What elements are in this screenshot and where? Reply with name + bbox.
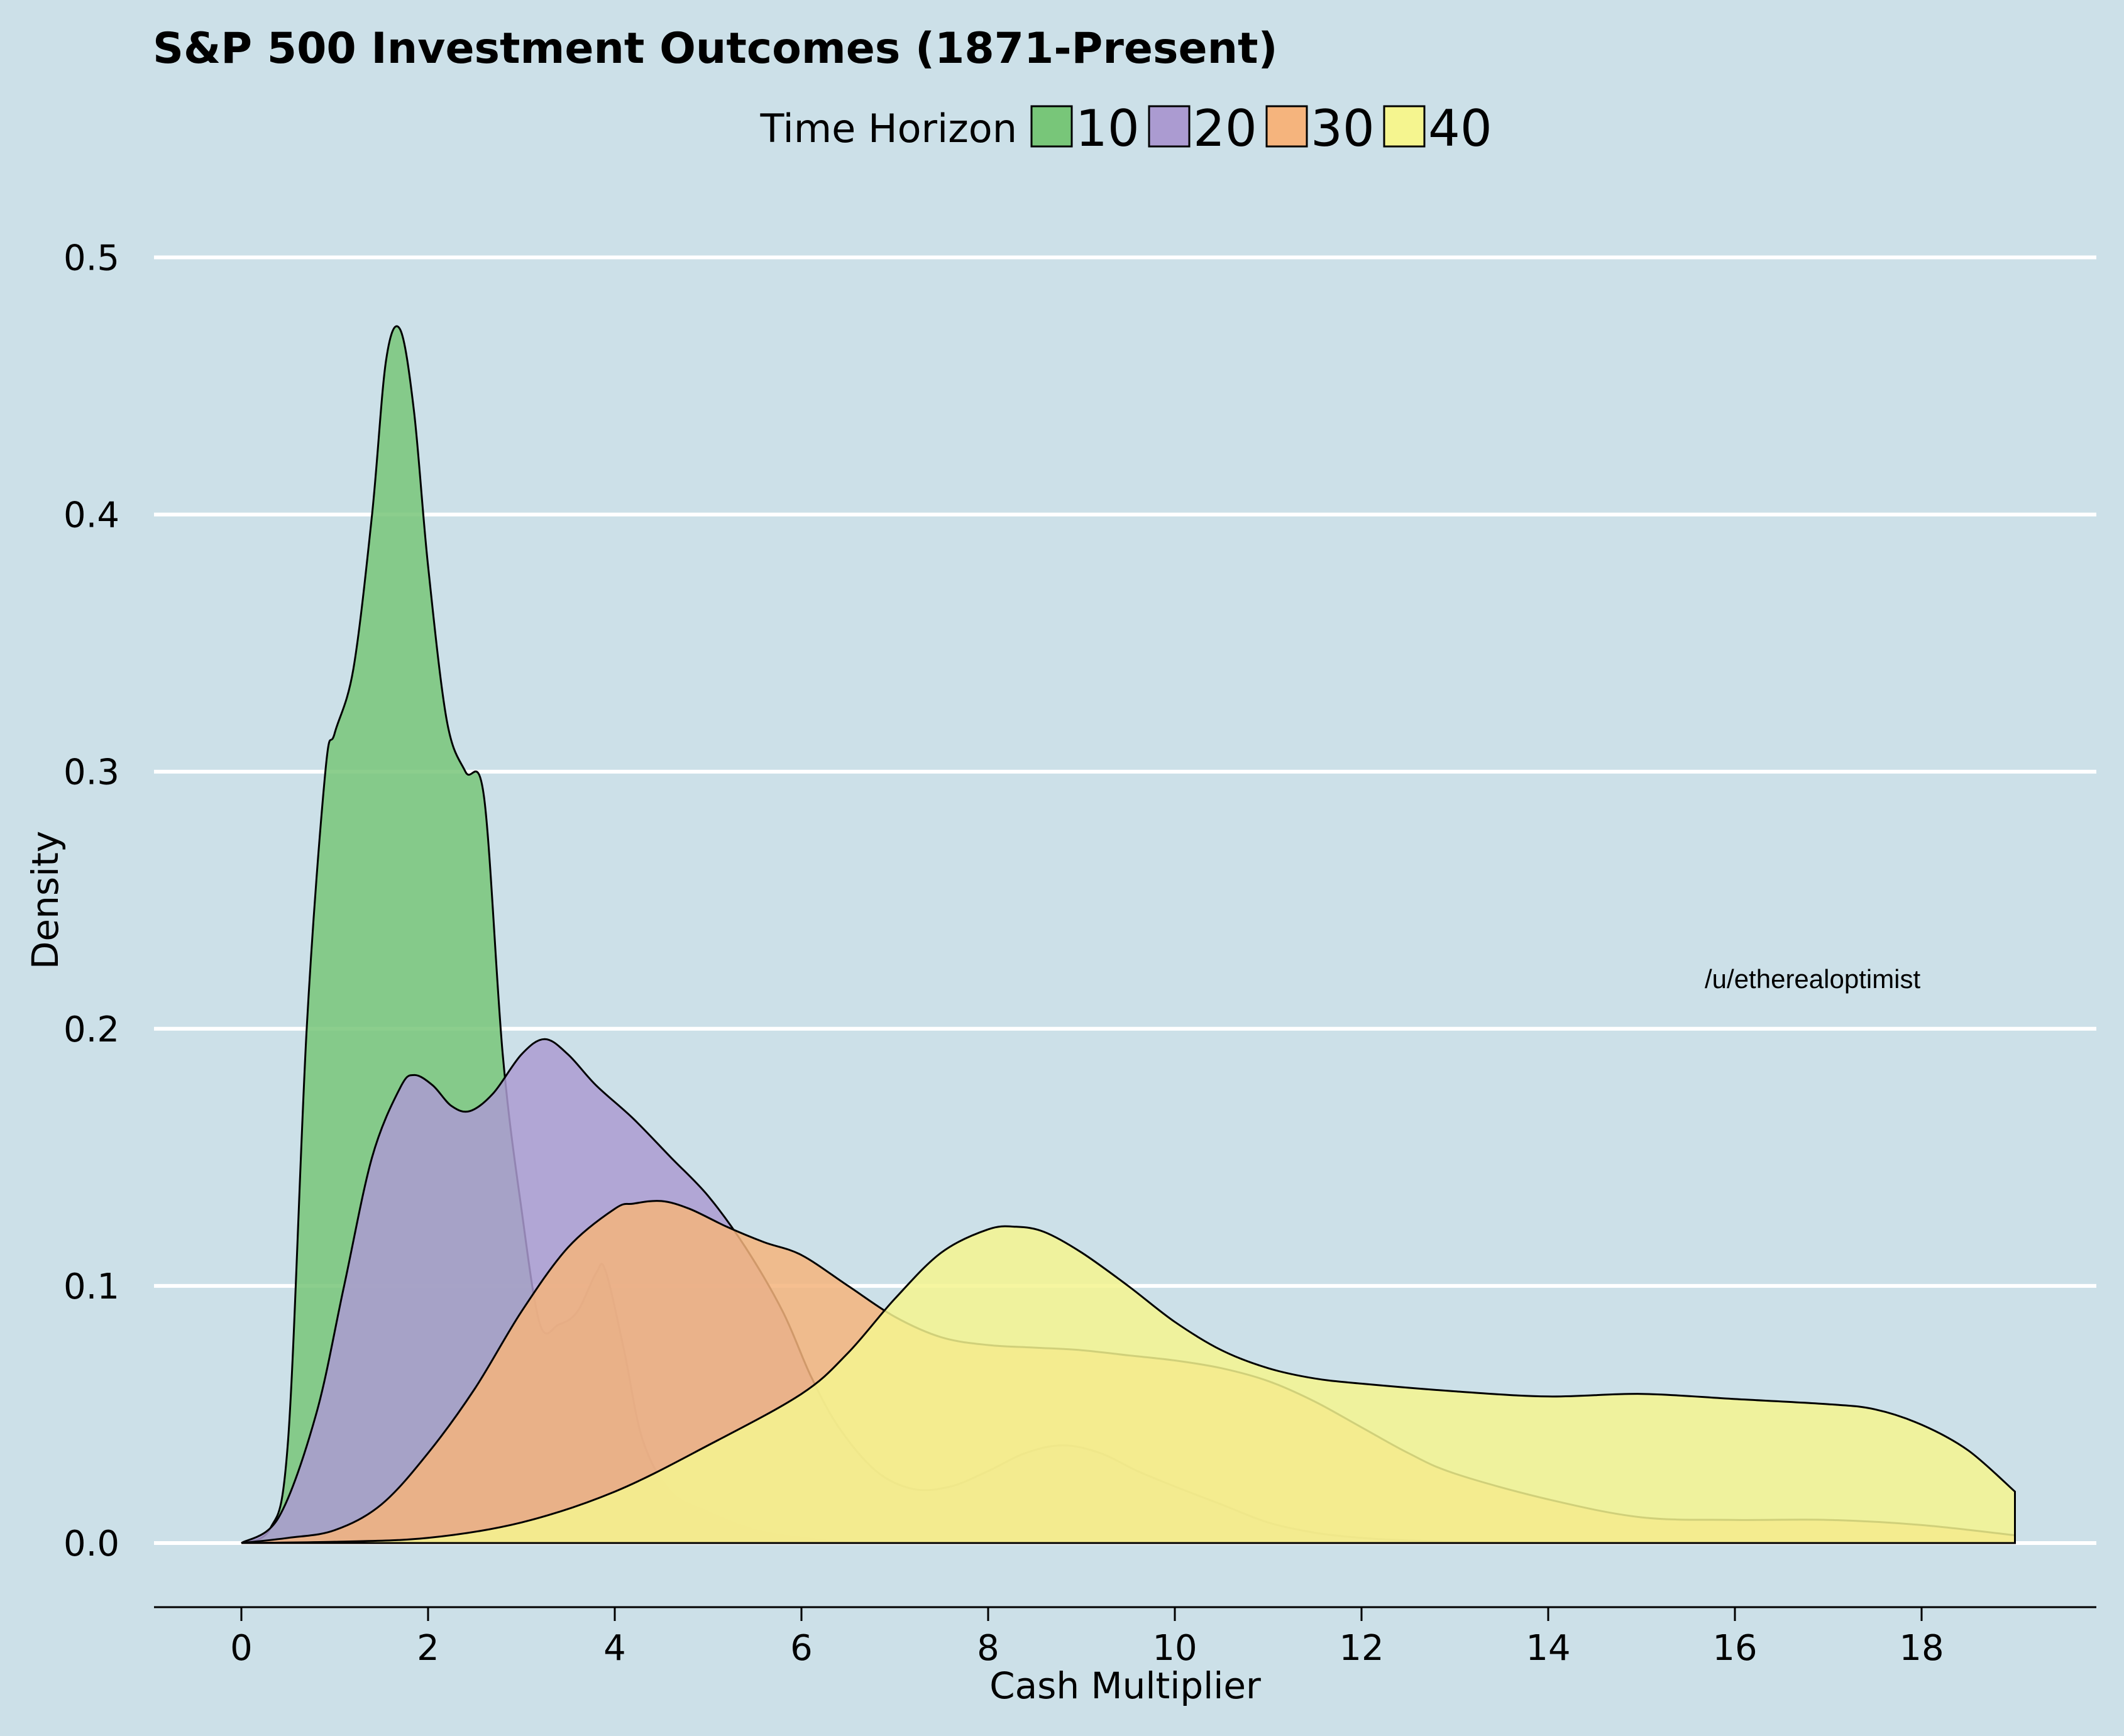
legend-swatch-40 [1383,105,1426,148]
y-axis-label: Density [24,831,67,970]
y-tick-label: 0.2 [63,1009,119,1050]
legend: Time Horizon 10 20 30 40 [760,99,1492,158]
legend-label-10: 10 [1076,99,1140,158]
x-tick-label: 2 [417,1628,439,1669]
y-tick-label: 0.1 [63,1266,119,1307]
legend-swatch-30 [1265,105,1308,148]
x-tick-label: 0 [230,1628,253,1669]
x-axis-label: Cash Multiplier [989,1664,1261,1707]
x-tick-label: 10 [1152,1628,1197,1669]
density-areas [241,325,2016,1544]
legend-items: 10 20 30 40 [1030,99,1492,158]
y-axis-ticks: 0.0 0.1 0.2 0.3 0.4 0.5 [63,238,119,1565]
legend-swatch-10 [1030,105,1073,148]
x-tick-label: 14 [1526,1628,1570,1669]
legend-swatch-20 [1148,105,1191,148]
legend-label-40: 40 [1428,99,1492,158]
x-tick-label: 18 [1899,1628,1944,1669]
chart-title: S&P 500 Investment Outcomes (1871-Presen… [153,24,1278,74]
y-tick-label: 0.0 [63,1524,119,1564]
watermark-text: /u/etherealoptimist [1705,964,1921,994]
legend-label-20: 20 [1193,99,1257,158]
x-tick-label: 6 [790,1628,813,1669]
x-tick-label: 8 [977,1628,999,1669]
y-tick-label: 0.3 [63,752,119,793]
density-outline-40 [241,1225,2016,1544]
legend-title: Time Horizon [760,106,1017,151]
legend-label-30: 30 [1311,99,1375,158]
x-tick-label: 12 [1339,1628,1384,1669]
x-tick-label: 4 [603,1628,626,1669]
x-tick-label: 16 [1712,1628,1757,1669]
y-tick-label: 0.5 [63,238,119,279]
y-tick-label: 0.4 [63,495,119,536]
x-axis-ticks: 0 2 4 6 8 10 12 14 16 18 [230,1607,1944,1669]
density-area-40 [241,1226,2015,1543]
